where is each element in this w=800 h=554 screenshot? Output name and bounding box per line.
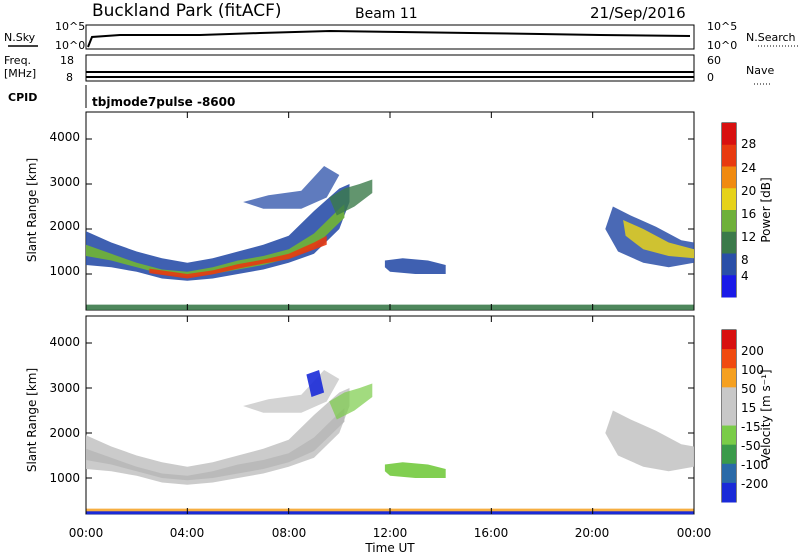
nsearch-tick-bottom: 10^0 [707, 39, 737, 52]
power-ytick-2000: 2000 [49, 219, 80, 233]
power-echo-peak [149, 235, 327, 279]
vel-ytick-1000: 1000 [49, 471, 80, 485]
freq-tick-bottom: 8 [66, 71, 73, 84]
velocity-panel [85, 315, 695, 515]
power-colorbar-swatch [722, 275, 736, 298]
power-colorbar-swatch [722, 231, 736, 254]
xtick-2400: 00:00 [677, 526, 712, 540]
velocity-colorbar-swatch [722, 463, 736, 484]
power-colorbar-swatch [722, 210, 736, 233]
velocity-plot-frame [85, 315, 695, 515]
velocity-axis-ticks [85, 316, 695, 514]
xtick-0800: 08:00 [272, 526, 307, 540]
velocity-colorbar [721, 329, 737, 503]
power-colorbar-swatch [722, 123, 736, 146]
cbar-power-tick-16: 16 [741, 207, 756, 221]
cbar-vel-tick-m15: -15 [741, 420, 761, 434]
power-echo-scatter [243, 166, 340, 209]
power-plot-frame [85, 111, 695, 311]
xtick-2000: 20:00 [575, 526, 610, 540]
x-axis-label: Time UT [364, 541, 415, 554]
power-echo-evening-core [623, 220, 694, 259]
power-colorbar-swatch [722, 166, 736, 189]
power-echo-midday [384, 258, 446, 274]
nave-label: Nave [746, 64, 774, 77]
power-axis-ticks [85, 112, 695, 310]
velocity-echo-midday [384, 462, 446, 478]
velocity-colorbar-swatch [722, 330, 736, 350]
velocity-colorbar-swatch [722, 387, 736, 407]
xtick-0000: 00:00 [69, 526, 104, 540]
power-colorbar-swatch [722, 188, 736, 211]
cbar-vel-tick-15: 15 [741, 401, 756, 415]
cbar-power-tick-8: 8 [741, 253, 749, 267]
cbar-power-tick-4: 4 [741, 269, 749, 283]
cbar-vel-tick-50: 50 [741, 382, 756, 396]
nave-tick-bottom: 0 [707, 71, 714, 84]
nsky-line [87, 29, 691, 48]
power-ytick-1000: 1000 [49, 264, 80, 278]
cbar-power-tick-12: 12 [741, 230, 756, 244]
velocity-ylabel: Slant Range [km] [25, 368, 39, 472]
velocity-echo-core [86, 408, 345, 481]
power-panel [85, 111, 695, 311]
cbar-vel-tick-100: 100 [741, 363, 764, 377]
velocity-echo-scatter [329, 383, 373, 420]
velocity-colorbar-swatch [722, 349, 736, 369]
nsky-tick-bottom: 10^0 [55, 39, 85, 52]
velocity-colorbar-swatch [722, 482, 736, 503]
power-echoes [86, 166, 694, 310]
power-colorbar-swatch [722, 253, 736, 276]
cbar-power-tick-24: 24 [741, 161, 756, 175]
freq-label: Freq. [4, 54, 31, 67]
cbar-vel-tick-m100: -100 [741, 458, 768, 472]
beam-title: Beam 11 [355, 6, 418, 22]
cbar-vel-tick-m50: -50 [741, 439, 761, 453]
power-echo-scatter [329, 179, 373, 216]
xtick-1200: 12:00 [373, 526, 408, 540]
nsky-strip [85, 24, 695, 50]
station-title: Buckland Park (fitACF) [92, 1, 282, 21]
power-cbar-label: Power [dB] [759, 177, 773, 242]
velocity-echo-evening [605, 410, 694, 472]
power-colorbar [721, 122, 737, 298]
velocity-cbar-label: Velocity [m s⁻¹] [759, 369, 773, 462]
nsky-tick-top: 10^5 [55, 20, 85, 33]
xtick-1600: 16:00 [474, 526, 509, 540]
cpid-label: CPID [8, 91, 37, 104]
cbar-power-tick-28: 28 [741, 137, 756, 151]
nsearch-tick-top: 10^5 [707, 20, 737, 33]
velocity-colorbar-swatch [722, 368, 736, 388]
nave-tick-top: 60 [707, 54, 721, 67]
power-ylabel: Slant Range [km] [25, 158, 39, 262]
velocity-colorbar-swatch [722, 444, 736, 465]
cbar-power-tick-20: 20 [741, 184, 756, 198]
vel-ytick-4000: 4000 [49, 335, 80, 349]
freq-unit: [MHz] [4, 67, 36, 80]
velocity-colorbar-swatch [722, 406, 736, 427]
cbar-vel-tick-200: 200 [741, 344, 764, 358]
power-ytick-3000: 3000 [49, 175, 80, 189]
velocity-colorbar-swatch [722, 425, 736, 446]
cpid-value: tbjmode7pulse -8600 [92, 95, 235, 109]
date-title: 21/Sep/2016 [590, 4, 686, 22]
vel-ytick-3000: 3000 [49, 381, 80, 395]
power-ytick-4000: 4000 [49, 130, 80, 144]
nsearch-label: N.Search [746, 31, 796, 44]
velocity-echo-fast [306, 370, 325, 397]
vel-ytick-2000: 2000 [49, 426, 80, 440]
freq-tick-top: 18 [60, 54, 74, 67]
cbar-vel-tick-m200: -200 [741, 477, 768, 491]
freq-strip [85, 54, 695, 82]
xtick-0400: 04:00 [170, 526, 205, 540]
power-colorbar-swatch [722, 144, 736, 167]
nsky-label: N.Sky [4, 31, 36, 44]
